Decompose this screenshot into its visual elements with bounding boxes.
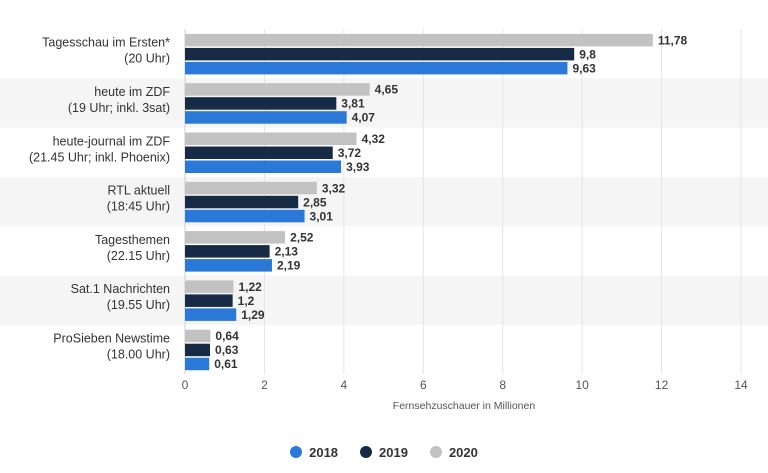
bar-2018[interactable] [185, 111, 347, 124]
category-label: Tagesschau im Ersten* (20 Uhr) [42, 36, 170, 66]
bar-2020[interactable] [185, 231, 286, 244]
bar-2019[interactable] [185, 343, 211, 357]
data-label-2020: 3,32 [322, 181, 346, 195]
legend-dot-2020-icon [429, 446, 442, 458]
data-label-2020: 0,64 [215, 329, 239, 343]
bar-2019[interactable] [185, 294, 233, 307]
data-label-2018: 3,93 [346, 160, 370, 174]
band-background [0, 275, 768, 325]
data-label-2019: 1,2 [238, 294, 255, 308]
data-label-2019: 2,13 [275, 245, 299, 259]
bar-2018[interactable] [185, 209, 305, 223]
legend-dot-2019-icon [360, 446, 373, 458]
bar-2018[interactable] [185, 357, 210, 371]
bar-2018[interactable] [185, 308, 237, 321]
legend-label-2018: 2018 [309, 444, 339, 460]
data-label-2019: 2,85 [303, 195, 327, 209]
bar-2020[interactable] [185, 83, 370, 96]
band-background [0, 78, 768, 128]
bar-2020[interactable] [185, 181, 317, 195]
x-axis-title: Fernsehzuschauer in Millionen [393, 400, 536, 412]
x-tick-label: 8 [499, 378, 506, 392]
bar-2020[interactable] [185, 329, 211, 343]
x-tick-label: 10 [575, 378, 589, 392]
data-label-2018: 1,29 [241, 308, 265, 322]
bar-2020[interactable] [185, 33, 653, 47]
data-label-2019: 9,8 [579, 47, 596, 61]
legend-label-2020: 2020 [448, 444, 478, 460]
data-label-2019: 3,72 [338, 146, 362, 160]
data-label-2018: 3,01 [310, 209, 334, 223]
x-tick-label: 2 [261, 378, 268, 392]
bar-2018[interactable] [185, 259, 272, 272]
legend-item-2019[interactable]: 2019 [360, 445, 408, 460]
legend-item-2018[interactable]: 2018 [290, 445, 338, 460]
chart-legend: 2018 2019 2020 [0, 441, 768, 463]
x-tick-label: 14 [734, 378, 748, 392]
category-label: Sat.1 Nachrichten (19.55 Uhr) [71, 282, 170, 312]
data-label-2018: 2,19 [277, 259, 301, 273]
category-label: heute-journal im ZDF (21.45 Uhr; inkl. Ph… [29, 134, 170, 164]
data-label-2018: 9,63 [572, 61, 596, 75]
legend-dot-2018-icon [290, 446, 303, 458]
data-label-2019: 0,63 [215, 343, 239, 357]
data-label-2020: 2,52 [290, 231, 314, 245]
x-tick-label: 12 [655, 378, 669, 392]
bar-2020[interactable] [185, 280, 234, 293]
bar-2018[interactable] [185, 160, 342, 174]
news-viewers-bar-chart: Tagesschau im Ersten* (20 Uhr) heute im ZD… [0, 29, 768, 413]
legend-label-2019: 2019 [379, 444, 408, 460]
data-label-2019: 3,81 [341, 97, 365, 111]
data-label-2020: 4,32 [362, 132, 386, 146]
x-tick-label: 0 [182, 378, 189, 392]
bar-2019[interactable] [185, 97, 337, 110]
data-label-2020: 4,65 [375, 83, 399, 97]
data-label-2020: 1,22 [238, 280, 262, 294]
bar-2018[interactable] [185, 61, 568, 75]
category-label: ProSieben Newstime (18.00 Uhr) [53, 331, 170, 361]
data-label-2018: 0,61 [214, 357, 238, 371]
data-label-2020: 11,78 [658, 33, 688, 47]
bar-2019[interactable] [185, 146, 333, 160]
band-background [0, 176, 768, 227]
data-label-2018: 4,07 [352, 111, 376, 125]
bar-2019[interactable] [185, 195, 299, 209]
x-tick-label: 6 [420, 378, 427, 392]
category-label: heute im ZDF (19 Uhr; inkl. 3sat) [68, 85, 170, 115]
category-label: Tagesthemen (22.15 Uhr) [95, 233, 170, 263]
legend-item-2020[interactable]: 2020 [429, 444, 478, 460]
category-label: RTL aktuell (18:45 Uhr) [107, 184, 170, 214]
x-tick-label: 4 [341, 378, 348, 392]
bar-2020[interactable] [185, 132, 357, 146]
bar-2019[interactable] [185, 245, 270, 258]
bar-2019[interactable] [185, 47, 575, 61]
